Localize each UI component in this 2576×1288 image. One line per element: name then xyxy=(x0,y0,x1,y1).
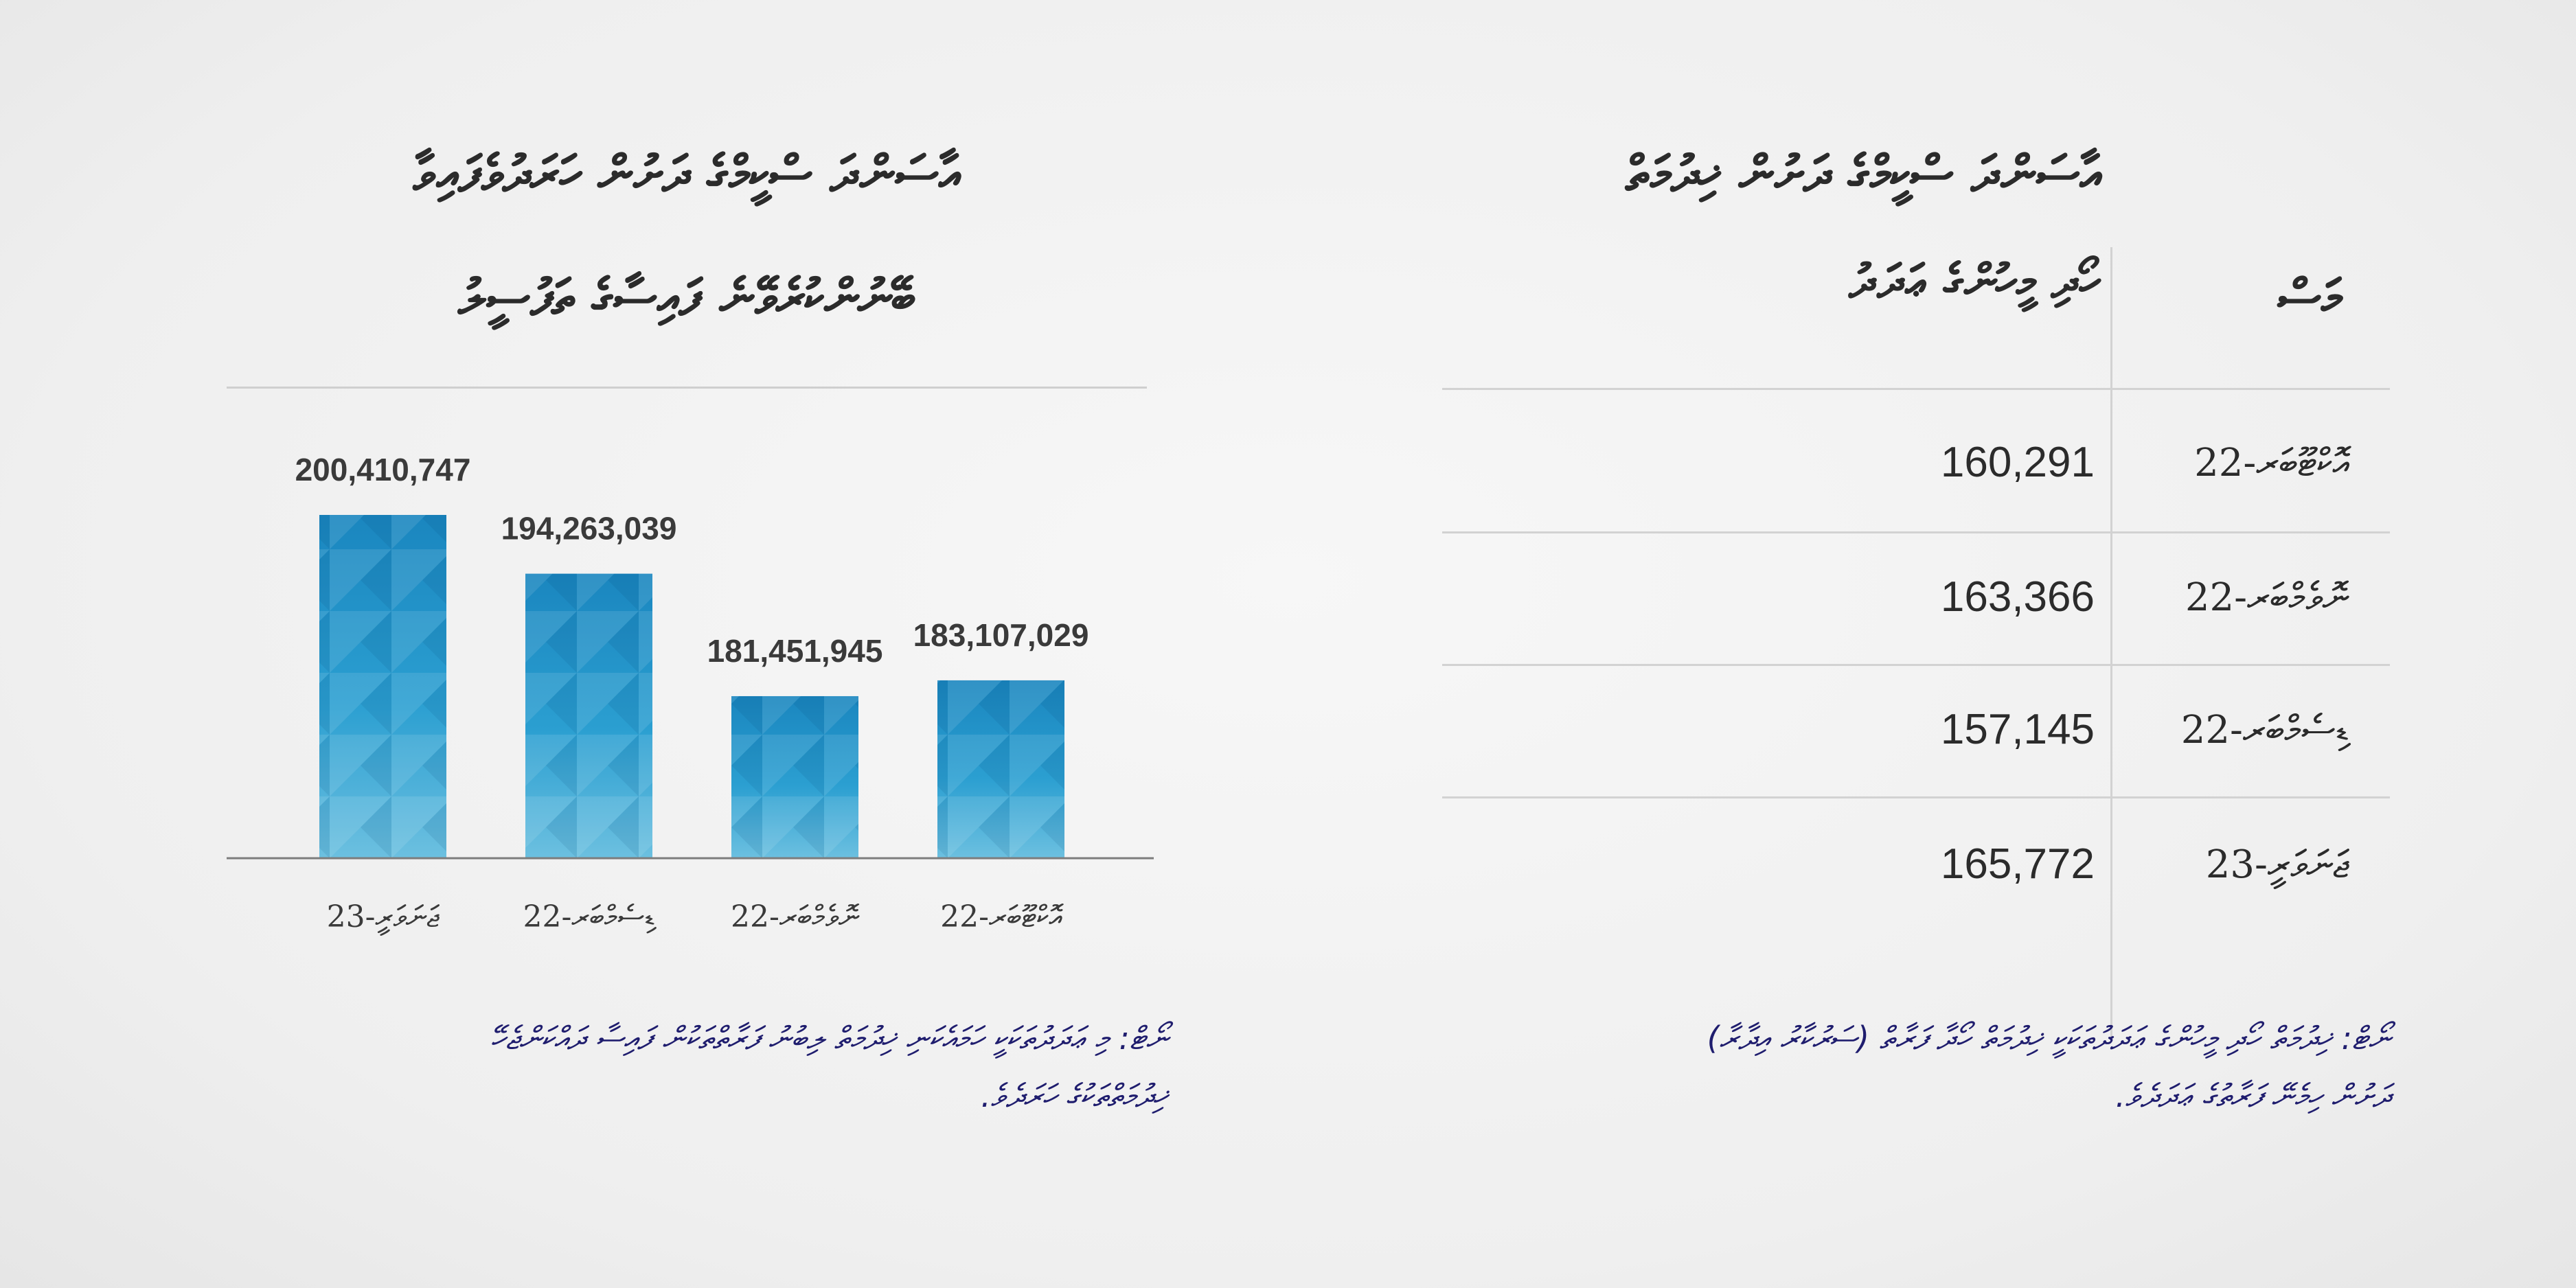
table-note-line-2: ދަށުން ހިމެނޭ ފަރާތުގެ ޢަދަދެވެ. xyxy=(2115,1077,2390,1114)
row-1-month: އޮކްޓޫބަރ-22 xyxy=(2194,441,2349,485)
value-column-header-line-1: އާސަންދަ ސްކީމްގެ ދަށުން ޚިދުމަތް xyxy=(1625,144,2101,203)
bar-texture xyxy=(525,573,652,858)
x-tick-label: އޮކްޓޫބަރ-22 xyxy=(940,899,1064,934)
bar-value-label: 194,263,039 xyxy=(501,511,677,547)
bar-texture xyxy=(319,515,446,858)
chart-title-line-1: އާސަންދަ ސްކީމްގެ ދަށުން ހަރަދުވެފައިވާ xyxy=(413,144,961,203)
title-divider xyxy=(227,387,1147,389)
chart-note-line-1: ނޯޓް: މި ޢަދަދުތަކަކީ ހަމައެކަނި ޚިދުމަތ… xyxy=(490,1020,1167,1057)
bar-value-label: 183,107,029 xyxy=(913,617,1089,653)
table-note: ނޯޓް: ޚިދުމަތް ހޯދި މީހުންގެ ޢަދަދުތަކަކ… xyxy=(1456,1009,2390,1125)
row-divider xyxy=(1442,796,2390,798)
row-2-month: ނޮވެމްބަރ-22 xyxy=(2185,575,2349,620)
chart-note-line-2: ޚިދުމަތްތަކުގެ ހަރަދެވެ. xyxy=(981,1077,1167,1114)
table-panel: އާސަންދަ ސްކީމްގެ ދަށުން ޚިދުމަތް ހޯދި މ… xyxy=(1428,117,2390,1160)
column-divider xyxy=(2110,247,2112,1037)
row-3-month: ޑިސެމްބަރ-22 xyxy=(2180,708,2349,752)
row-3-value: 157,145 xyxy=(1940,706,2095,753)
row-divider xyxy=(1442,531,2390,533)
header-divider xyxy=(1442,388,2390,390)
bar-value-label: 200,410,747 xyxy=(295,452,471,487)
chart-panel: އާސަންދަ ސްކީމްގެ ދަށުން ހަރަދުވެފައިވާ … xyxy=(206,117,1167,1160)
x-tick-label: ނޮވެމްބަރ-22 xyxy=(731,899,860,934)
chart-note: ނޯޓް: މި ޢަދަދުތަކަކީ ހަމައެކަނި ޚިދުމަތ… xyxy=(206,1009,1167,1125)
row-4-month: ޖަނަވަރީ-23 xyxy=(2205,842,2349,887)
x-tick-label: ޑިސެމްބަރ-22 xyxy=(523,899,657,934)
value-column-header-line-2: ހޯދި މީހުންގެ ޢަދަދު xyxy=(1849,254,2101,309)
month-column-header: މަސް xyxy=(2277,268,2342,326)
table-note-line-1: ނޯޓް: ޚިދުމަތް ހޯދި މީހުންގެ ޢަދަދުތަކަކ… xyxy=(1707,1020,2390,1057)
bar-value-label: 181,451,945 xyxy=(707,633,883,669)
row-4-value: 165,772 xyxy=(1940,840,2095,888)
chart-title-line-2: ބޭނުންކުރެވޭނެ ފައިސާގެ ތަފުސީލު xyxy=(457,268,916,326)
x-tick-label: ޖަނަވަރީ-23 xyxy=(327,899,440,936)
bar-chart: 200,410,747 ޖަނަވަރީ-23 194,263,039 ޑިސެމްބ… xyxy=(227,452,1154,936)
row-divider xyxy=(1442,664,2390,666)
bar-texture xyxy=(731,695,858,858)
bar-texture xyxy=(937,680,1064,858)
row-2-value: 163,366 xyxy=(1940,573,2095,621)
row-1-value: 160,291 xyxy=(1940,439,2095,486)
